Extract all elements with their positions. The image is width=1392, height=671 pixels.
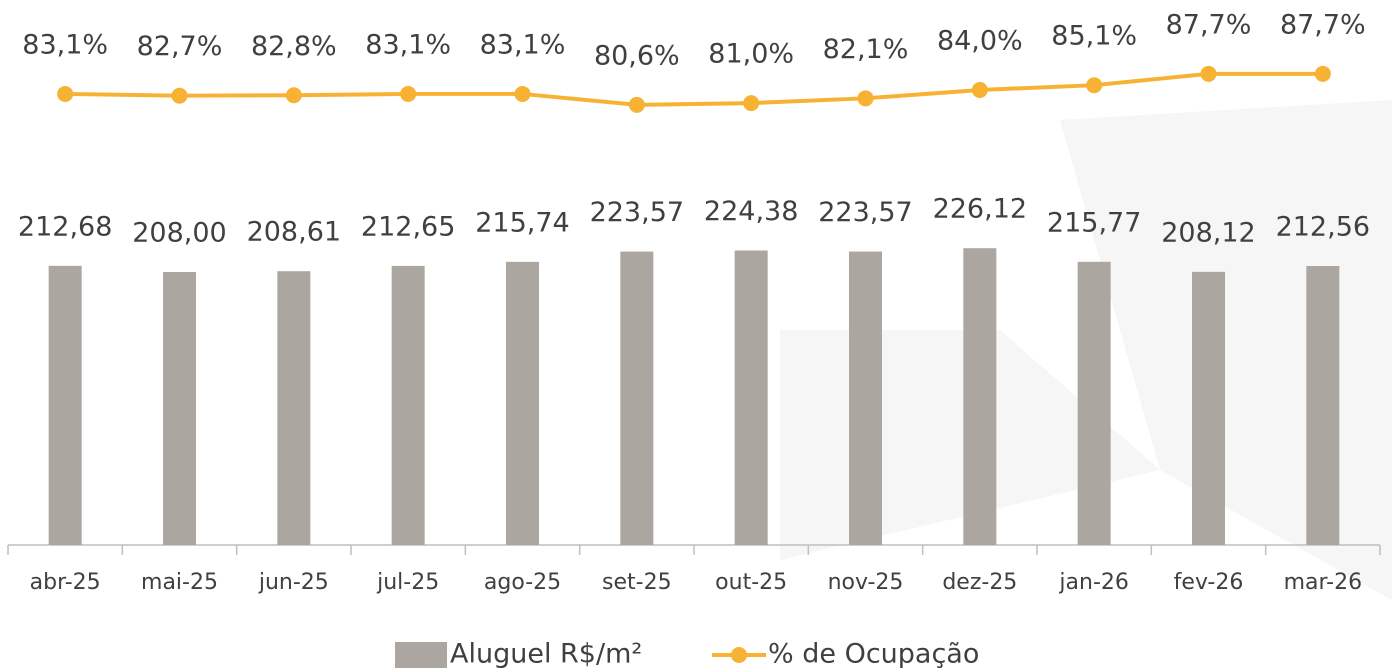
data-label: 84,0% xyxy=(937,26,1023,57)
bar xyxy=(1077,261,1111,545)
line-point xyxy=(1086,77,1103,94)
data-label: 215,74 xyxy=(475,207,569,238)
line-point xyxy=(628,96,645,113)
data-label: 212,68 xyxy=(18,211,112,242)
x-tick-label: fev-26 xyxy=(1174,570,1244,595)
bar xyxy=(48,265,82,545)
data-label: 82,1% xyxy=(823,34,909,65)
line-point xyxy=(1314,65,1331,82)
x-tick-label: mar-26 xyxy=(1284,570,1362,595)
bar xyxy=(1192,271,1225,545)
data-label: 224,38 xyxy=(704,196,798,227)
x-tick-label: abr-25 xyxy=(30,570,101,595)
data-label: 87,7% xyxy=(1166,9,1252,40)
data-label: 81,0% xyxy=(708,39,794,70)
bar xyxy=(734,250,768,545)
data-label: 83,1% xyxy=(365,29,451,60)
bar xyxy=(391,265,425,545)
data-label: 85,1% xyxy=(1051,21,1137,52)
data-label: 226,12 xyxy=(933,194,1027,225)
line-point xyxy=(743,95,760,112)
x-tick-label: dez-25 xyxy=(942,570,1017,595)
x-tick-label: jul-25 xyxy=(376,570,439,595)
legend-label: Aluguel R$/m² xyxy=(450,639,642,670)
x-tick-label: nov-25 xyxy=(828,570,904,595)
legend-swatch xyxy=(395,642,447,668)
x-tick-label: mai-25 xyxy=(141,570,218,595)
legend-swatch xyxy=(731,647,747,663)
line xyxy=(65,71,1323,107)
data-label: 82,7% xyxy=(137,31,223,62)
line-point xyxy=(971,82,988,98)
data-label: 208,61 xyxy=(247,217,341,248)
line-point xyxy=(400,85,417,102)
data-label: 208,00 xyxy=(132,218,226,249)
line-point xyxy=(171,87,188,104)
line-point xyxy=(1200,65,1217,82)
bar xyxy=(277,271,311,545)
bar xyxy=(1306,266,1340,545)
x-tick-label: ago-25 xyxy=(484,570,561,595)
x-tick-label: out-25 xyxy=(715,570,787,595)
data-label: 212,56 xyxy=(1276,212,1370,243)
line-point xyxy=(57,85,74,102)
data-label: 212,65 xyxy=(361,211,455,242)
x-tick-label: jun-25 xyxy=(258,570,329,595)
data-label: 83,1% xyxy=(480,29,566,60)
line-point xyxy=(285,87,302,104)
line-point xyxy=(857,90,874,107)
data-label: 215,77 xyxy=(1047,207,1141,238)
bar xyxy=(849,251,882,545)
legend-label: % de Ocupação xyxy=(768,639,979,670)
data-label: 223,57 xyxy=(590,197,684,228)
data-label: 83,1% xyxy=(22,29,108,60)
data-label: 208,12 xyxy=(1161,217,1255,248)
data-label: 87,7% xyxy=(1280,9,1366,40)
data-label: 82,8% xyxy=(251,31,337,62)
bar xyxy=(963,248,997,545)
x-tick-label: jan-26 xyxy=(1058,570,1128,595)
bar xyxy=(506,261,539,545)
data-label: 223,57 xyxy=(818,197,912,228)
x-tick-label: set-25 xyxy=(602,570,672,595)
bar xyxy=(163,272,196,545)
line-point xyxy=(514,85,531,102)
bar xyxy=(620,251,654,545)
data-label: 80,6% xyxy=(594,40,680,71)
